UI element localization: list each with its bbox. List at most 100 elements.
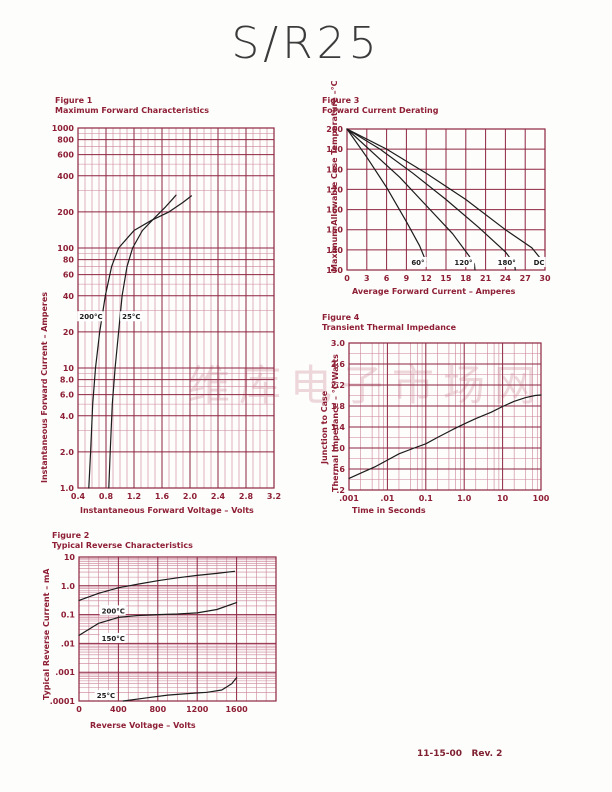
svg-text:1.0: 1.0 xyxy=(457,494,472,503)
svg-text:2.0: 2.0 xyxy=(183,492,198,501)
svg-text:130: 130 xyxy=(326,266,343,275)
svg-text:2.0: 2.0 xyxy=(60,448,75,457)
svg-text:3.2: 3.2 xyxy=(267,492,281,501)
svg-text:120°: 120° xyxy=(454,259,472,267)
svg-text:1.0: 1.0 xyxy=(331,444,346,453)
svg-text:0.1: 0.1 xyxy=(419,494,434,503)
figure2-label: Figure 2 xyxy=(52,531,90,540)
svg-text:60°: 60° xyxy=(411,259,424,267)
svg-text:.001: .001 xyxy=(55,668,75,677)
svg-text:150°C: 150°C xyxy=(102,635,125,643)
svg-text:1000: 1000 xyxy=(52,124,75,133)
svg-text:15: 15 xyxy=(440,274,452,283)
svg-text:.001: .001 xyxy=(339,494,359,503)
svg-text:30: 30 xyxy=(539,274,551,283)
svg-text:2.2: 2.2 xyxy=(331,381,345,390)
svg-text:170: 170 xyxy=(326,185,343,194)
figure1-label: Figure 1 xyxy=(55,96,93,105)
figure4-y-axis-title-line2: Thermal Impedance – °C/Watts xyxy=(331,354,340,492)
svg-text:3: 3 xyxy=(364,274,370,283)
svg-text:1.4: 1.4 xyxy=(331,423,346,432)
svg-text:190: 190 xyxy=(326,145,343,154)
figure4-x-axis-title: Time in Seconds xyxy=(352,506,426,515)
svg-text:.01: .01 xyxy=(380,494,395,503)
svg-text:200°C: 200°C xyxy=(79,313,102,321)
svg-text:140: 140 xyxy=(326,246,343,255)
svg-text:0: 0 xyxy=(344,274,350,283)
figure4-label: Figure 4 xyxy=(322,313,360,322)
svg-text:800: 800 xyxy=(149,705,166,714)
svg-text:4.0: 4.0 xyxy=(60,412,75,421)
svg-text:.2: .2 xyxy=(336,486,345,495)
svg-text:100: 100 xyxy=(57,244,74,253)
svg-text:160: 160 xyxy=(326,206,343,215)
figure1-caption: Figure 1 Maximum Forward Characteristics xyxy=(55,96,209,116)
svg-text:200: 200 xyxy=(326,125,343,134)
svg-text:180°: 180° xyxy=(498,259,516,267)
svg-text:400: 400 xyxy=(110,705,127,714)
svg-text:1.0: 1.0 xyxy=(60,484,75,493)
svg-text:0.1: 0.1 xyxy=(61,611,76,620)
svg-text:25°C: 25°C xyxy=(122,313,140,321)
figure2-x-axis-title: Reverse Voltage – Volts xyxy=(90,721,196,730)
svg-text:6: 6 xyxy=(384,274,390,283)
svg-text:200°C: 200°C xyxy=(102,607,125,615)
svg-text:18: 18 xyxy=(460,274,472,283)
svg-text:1200: 1200 xyxy=(186,705,209,714)
figure3-caption: Figure 3 Forward Current Derating xyxy=(322,96,438,116)
figure1-x-axis-title: Instantaneous Forward Voltage – Volts xyxy=(80,506,254,515)
figure4-y-axis-title-line1: Junction to Case xyxy=(320,390,329,464)
svg-text:800: 800 xyxy=(57,136,74,145)
svg-text:0: 0 xyxy=(76,705,82,714)
svg-text:0.8: 0.8 xyxy=(99,492,114,501)
figure4-title: Transient Thermal Impedance xyxy=(322,323,457,332)
svg-text:100: 100 xyxy=(533,494,550,503)
figure4-caption: Figure 4 Transient Thermal Impedance xyxy=(322,313,456,333)
svg-text:1600: 1600 xyxy=(225,705,248,714)
svg-text:0.4: 0.4 xyxy=(71,492,86,501)
figure3-x-axis-title: Average Forward Current – Amperes xyxy=(352,287,516,296)
svg-text:DC: DC xyxy=(534,259,545,267)
svg-text:3.0: 3.0 xyxy=(331,339,346,348)
svg-text:.0001: .0001 xyxy=(50,697,76,706)
figure1-title: Maximum Forward Characteristics xyxy=(55,106,210,115)
svg-text:9: 9 xyxy=(404,274,410,283)
svg-text:1.0: 1.0 xyxy=(61,582,76,591)
svg-text:12: 12 xyxy=(421,274,432,283)
svg-text:40: 40 xyxy=(63,292,75,301)
svg-text:150: 150 xyxy=(326,226,343,235)
figure3-title: Forward Current Derating xyxy=(322,106,439,115)
svg-text:24: 24 xyxy=(500,274,512,283)
svg-text:10: 10 xyxy=(497,494,509,503)
revision-footer: 11-15-00 Rev. 2 xyxy=(417,749,503,759)
svg-text:60: 60 xyxy=(63,271,75,280)
figure2-title: Typical Reverse Characteristics xyxy=(52,541,193,550)
svg-text:25°C: 25°C xyxy=(97,692,115,700)
svg-text:20: 20 xyxy=(63,328,75,337)
page-title: S/R25 xyxy=(231,18,381,69)
svg-text:2.4: 2.4 xyxy=(211,492,226,501)
svg-text:2.8: 2.8 xyxy=(239,492,254,501)
figure2-caption: Figure 2 Typical Reverse Characteristics xyxy=(52,531,193,551)
svg-text:400: 400 xyxy=(57,172,74,181)
svg-text:.6: .6 xyxy=(336,465,345,474)
figure3-y-axis-title: Maximum Allowable Case Temperature –°C xyxy=(330,80,339,273)
svg-text:600: 600 xyxy=(57,151,74,160)
figure1-y-axis-title: Instantaneous Forward Current – Amperes xyxy=(40,291,49,483)
svg-text:.01: .01 xyxy=(61,639,76,648)
svg-text:21: 21 xyxy=(480,274,492,283)
svg-text:27: 27 xyxy=(520,274,531,283)
svg-text:1.6: 1.6 xyxy=(155,492,170,501)
svg-text:80: 80 xyxy=(63,256,75,265)
svg-text:6.0: 6.0 xyxy=(60,391,75,400)
figure2-y-axis-title: Typical Reverse Current – mA xyxy=(42,568,51,700)
svg-text:180: 180 xyxy=(326,165,343,174)
svg-text:10: 10 xyxy=(64,553,76,562)
svg-text:2.6: 2.6 xyxy=(331,360,346,369)
figure3-label: Figure 3 xyxy=(322,96,360,105)
svg-text:8.0: 8.0 xyxy=(60,376,75,385)
svg-text:200: 200 xyxy=(57,208,74,217)
svg-text:1.8: 1.8 xyxy=(331,402,346,411)
